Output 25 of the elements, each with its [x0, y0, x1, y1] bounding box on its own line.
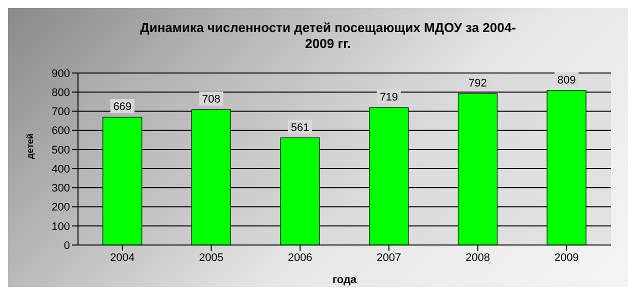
y-tick-label: 0	[64, 240, 70, 252]
y-tick-label: 900	[52, 68, 70, 80]
y-tick-label: 700	[52, 106, 70, 118]
data-label: 669	[113, 101, 132, 114]
y-tick-label: 400	[52, 163, 70, 176]
x-tick-label: 2006	[288, 252, 312, 264]
y-tick-label: 200	[52, 202, 70, 214]
y-tick-label: 100	[52, 220, 70, 233]
chart-title: Динамика численности детей посещающих МДОУ за 2004-2009 гг.	[139, 20, 517, 52]
data-label: 809	[557, 74, 576, 86]
x-axis-title: года	[332, 274, 358, 286]
x-tick-label: 2008	[466, 252, 490, 264]
data-label: 561	[290, 122, 310, 134]
x-tick-label: 2004	[110, 252, 135, 264]
y-axis-title: детей	[25, 133, 36, 159]
data-label: 792	[468, 78, 487, 90]
x-tick-label: 2007	[376, 252, 402, 264]
y-tick-label: 500	[52, 144, 70, 156]
x-tick-label: 2005	[199, 252, 224, 264]
y-tick-label: 800	[52, 87, 70, 100]
x-tick-label: 2009	[554, 252, 579, 264]
data-label: 708	[202, 94, 220, 106]
y-tick-label: 600	[52, 125, 70, 138]
y-tick-label: 300	[52, 182, 70, 195]
data-label: 719	[380, 92, 398, 104]
